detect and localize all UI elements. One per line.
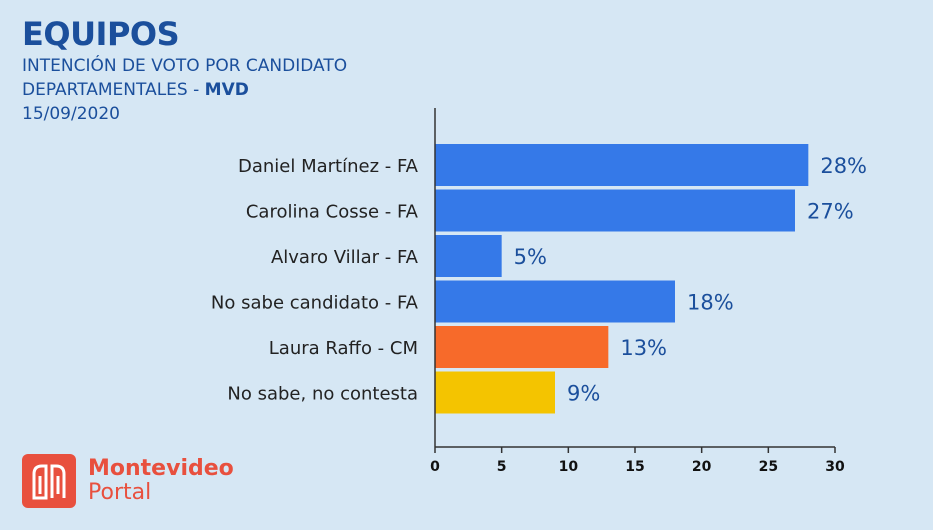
chart-header: EQUIPOS INTENCIÓN DE VOTO POR CANDIDATO … (22, 14, 347, 126)
chart-subtitle: INTENCIÓN DE VOTO POR CANDIDATO (22, 56, 348, 76)
x-tick-label: 0 (430, 459, 440, 475)
logo-subname: Portal (88, 480, 152, 505)
value-label: 5% (514, 245, 547, 269)
x-tick-label: 20 (692, 459, 712, 475)
bar (435, 371, 555, 414)
bar (435, 235, 502, 277)
chart-subtitle-2: DEPARTAMENTALES - MVD (22, 78, 347, 102)
category-label: No sabe, no contesta (227, 384, 418, 405)
bar (435, 326, 609, 368)
value-label: 18% (687, 291, 734, 315)
value-label: 27% (807, 200, 854, 224)
x-tick-label: 25 (759, 459, 778, 475)
value-label: 13% (620, 336, 667, 360)
bar (435, 280, 675, 323)
subtitle-region: MVD (204, 80, 249, 100)
x-tick-label: 15 (625, 459, 644, 475)
logo: Montevideo Portal (22, 454, 234, 508)
x-tick-label: 30 (825, 459, 845, 475)
value-label: 9% (567, 382, 600, 406)
x-tick-label: 5 (497, 459, 507, 475)
category-label: Alvaro Villar - FA (271, 247, 419, 268)
logo-name: Montevideo (88, 456, 234, 481)
subtitle-prefix: DEPARTAMENTALES - (22, 80, 205, 100)
chart-title: EQUIPOS (22, 15, 180, 53)
logo-text: Montevideo Portal (88, 457, 234, 505)
category-label: Laura Raffo - CM (269, 338, 418, 359)
category-label: Carolina Cosse - FA (246, 202, 419, 223)
bar (435, 189, 795, 232)
value-label: 28% (820, 154, 867, 178)
bar (435, 144, 809, 186)
x-tick-label: 10 (559, 459, 579, 475)
chart-date: 15/09/2020 (22, 104, 120, 124)
category-label: Daniel Martínez - FA (238, 156, 419, 177)
category-label: No sabe candidato - FA (211, 293, 419, 314)
montevideo-portal-logo-icon (22, 454, 76, 508)
